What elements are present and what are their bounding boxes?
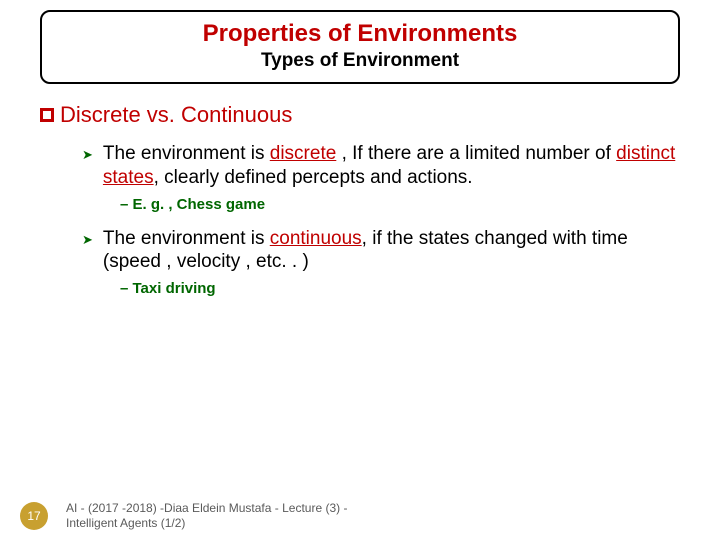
text-pre: The environment is	[103, 228, 270, 249]
example-text: – Taxi driving	[120, 280, 680, 297]
arrow-bullet-icon: ➤	[82, 232, 93, 275]
footer: 17 AI - (2017 -2018) -Diaa Eldein Mustaf…	[20, 501, 366, 532]
text-post: , clearly defined percepts and actions.	[154, 167, 473, 188]
bullet-item: ➤ The environment is discrete , If there…	[82, 142, 680, 190]
title-sub: Types of Environment	[62, 50, 658, 72]
keyword-discrete: discrete	[270, 143, 337, 164]
page-number-badge: 17	[20, 502, 48, 530]
text-pre: The environment is	[103, 143, 270, 164]
title-main: Properties of Environments	[62, 20, 658, 48]
section-heading-text: Discrete vs. Continuous	[60, 102, 292, 128]
content-area: Discrete vs. Continuous ➤ The environmen…	[0, 84, 720, 297]
example-text: – E. g. , Chess game	[120, 196, 680, 213]
bullet-text: The environment is discrete , If there a…	[103, 142, 680, 190]
bullet-text: The environment is continuous, if the st…	[103, 227, 680, 275]
title-box: Properties of Environments Types of Envi…	[40, 10, 680, 84]
arrow-bullet-icon: ➤	[82, 147, 93, 190]
footer-text: AI - (2017 -2018) -Diaa Eldein Mustafa -…	[66, 501, 366, 532]
square-bullet-icon	[40, 108, 54, 122]
section-heading: Discrete vs. Continuous	[40, 102, 680, 128]
bullet-item: ➤ The environment is continuous, if the …	[82, 227, 680, 275]
keyword-continuous: continuous	[270, 228, 362, 249]
text-mid: , If there are a limited number of	[336, 143, 616, 164]
